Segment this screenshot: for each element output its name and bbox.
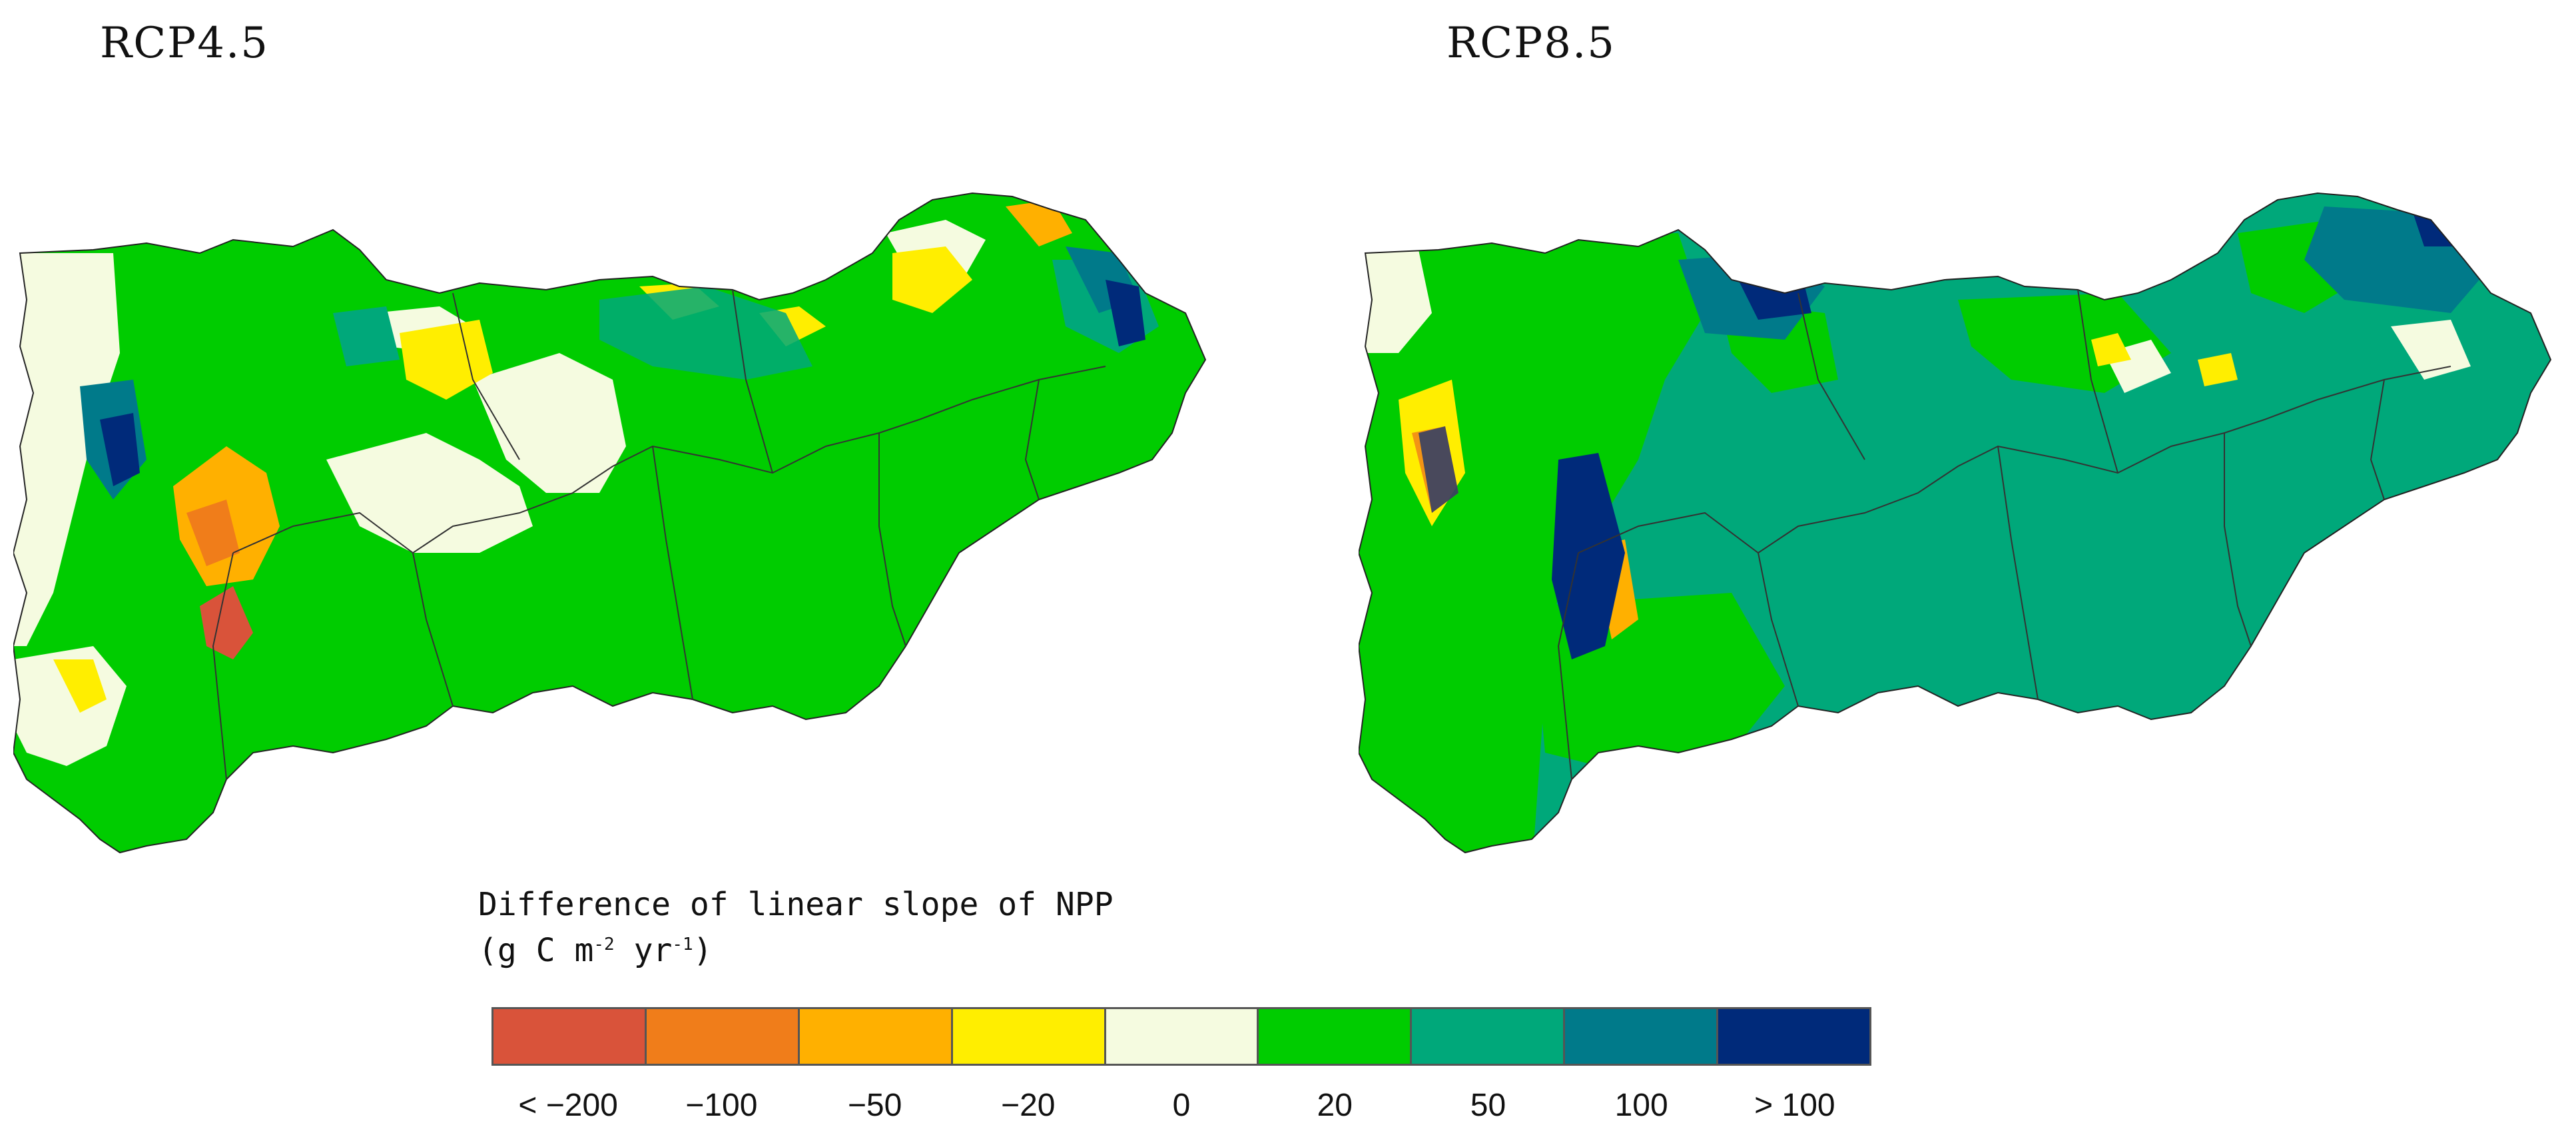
units-prefix: (g C m [478,932,594,969]
legend-swatch-6 [1412,1009,1566,1064]
legend-swatch-4 [1106,1009,1259,1064]
legend-swatch-8 [1718,1009,1870,1064]
legend-label-6: 50 [1470,1088,1506,1123]
legend-swatch-7 [1565,1009,1719,1064]
legend-label-2: −50 [847,1088,902,1123]
legend-label-7: 100 [1614,1088,1668,1123]
legend-label-1: −100 [685,1088,758,1123]
legend-swatch-2 [799,1009,953,1064]
panel-title-rcp45: RCP4.5 [100,19,269,68]
units-suffix: ) [693,932,713,969]
legend-label-4: 0 [1172,1088,1191,1123]
legend-swatch-3 [952,1009,1106,1064]
legend-label-0: < −200 [518,1088,618,1123]
legend-title-units: (g C m-2 yr-1) [478,925,1114,970]
legend-label-3: −20 [1001,1088,1056,1123]
legend-title-line1: Difference of linear slope of NPP [478,886,1114,923]
legend-title: Difference of linear slope of NPP (g C m… [478,885,1114,970]
legend-colorbar [491,1007,1871,1066]
map-rcp45 [13,192,1207,854]
map-rcp85 [1359,192,2552,854]
panel-title-rcp85: RCP8.5 [1447,19,1616,68]
units-exp1: -2 [593,935,615,954]
units-mid: yr [614,932,673,969]
legend-swatch-1 [646,1009,800,1064]
units-exp2: -1 [672,935,693,954]
legend-label-8: > 100 [1754,1088,1835,1123]
legend-swatch-5 [1259,1009,1413,1064]
legend-swatch-0 [493,1009,647,1064]
legend-label-5: 20 [1317,1088,1353,1123]
